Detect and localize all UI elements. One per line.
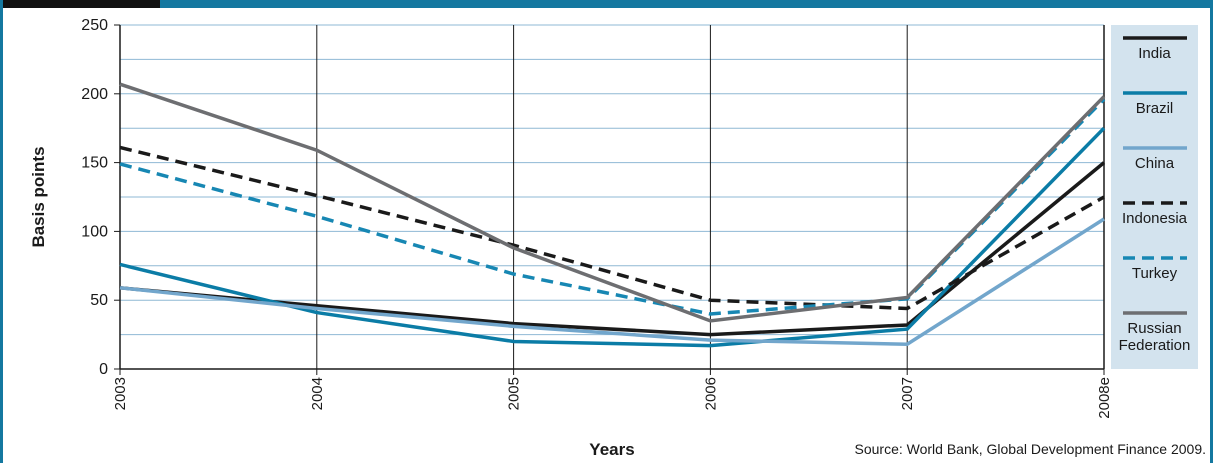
y-tick-label: 200 bbox=[81, 86, 108, 103]
legend: India Brazil China Indonesia Turkey Russian F… bbox=[1111, 25, 1198, 369]
legend-swatch bbox=[1122, 91, 1187, 95]
legend-label: India bbox=[1138, 45, 1171, 62]
legend-item: Turkey bbox=[1111, 255, 1198, 282]
frame-right bbox=[1210, 0, 1213, 463]
x-tick-label: 2003 bbox=[112, 377, 129, 410]
top-bar bbox=[0, 0, 1213, 8]
legend-label: Indonesia bbox=[1121, 210, 1188, 227]
legend-item: China bbox=[1111, 145, 1198, 172]
top-block bbox=[0, 0, 160, 8]
y-tick-label: 100 bbox=[81, 223, 108, 240]
x-tick-label: 2004 bbox=[309, 377, 326, 410]
x-axis-label: Years bbox=[589, 440, 634, 459]
y-tick-label: 50 bbox=[90, 292, 108, 309]
frame-left bbox=[0, 0, 3, 463]
legend-swatch bbox=[1122, 201, 1187, 205]
legend-swatch bbox=[1122, 256, 1187, 260]
y-tick-label: 250 bbox=[81, 17, 108, 34]
y-tick-label: 150 bbox=[81, 155, 108, 172]
legend-label: Turkey bbox=[1131, 265, 1178, 282]
source: Source: World Bank, Global Development F… bbox=[855, 441, 1207, 457]
legend-label: Brazil bbox=[1135, 100, 1174, 117]
y-axis-label: Basis points bbox=[29, 146, 48, 247]
legend-item: India bbox=[1111, 35, 1198, 62]
series-line bbox=[119, 82, 1106, 323]
legend-swatch bbox=[1122, 311, 1187, 315]
legend-item: Russian Federation bbox=[1111, 310, 1198, 354]
x-tick-label: 2005 bbox=[506, 377, 523, 410]
legend-label: China bbox=[1134, 155, 1175, 172]
x-tick-label: 2006 bbox=[702, 377, 719, 410]
x-tick-label: 2007 bbox=[899, 377, 916, 410]
y-tick-label: 0 bbox=[99, 361, 108, 378]
legend-swatch bbox=[1122, 146, 1187, 150]
x-tick-label: 2008e bbox=[1096, 377, 1113, 419]
series-line bbox=[119, 145, 1105, 311]
legend-item: Brazil bbox=[1111, 90, 1198, 117]
legend-swatch bbox=[1122, 36, 1187, 40]
series-line bbox=[119, 217, 1105, 346]
legend-label: Russian Federation bbox=[1118, 320, 1191, 354]
legend-item: Indonesia bbox=[1111, 200, 1198, 227]
